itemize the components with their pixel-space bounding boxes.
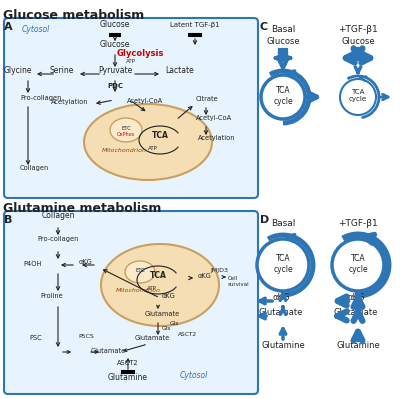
Text: Glutamine: Glutamine (261, 341, 305, 350)
Text: ATP: ATP (147, 286, 157, 291)
Text: αKG: αKG (198, 273, 212, 279)
Text: ETC: ETC (121, 126, 131, 130)
Text: PDC: PDC (107, 83, 123, 89)
Text: D: D (260, 215, 269, 225)
Text: Glutamine: Glutamine (336, 341, 380, 350)
Text: Acetylation: Acetylation (198, 135, 236, 141)
Text: Glucose: Glucose (100, 20, 130, 29)
Text: Glucose metabolism: Glucose metabolism (3, 9, 144, 22)
FancyBboxPatch shape (4, 18, 258, 198)
Text: +TGF-β1: +TGF-β1 (338, 25, 378, 34)
Circle shape (340, 79, 376, 115)
Ellipse shape (110, 118, 142, 142)
Text: Glycolysis: Glycolysis (116, 49, 164, 58)
FancyBboxPatch shape (4, 211, 258, 394)
Text: Basal: Basal (271, 219, 295, 228)
Text: Glutamate: Glutamate (144, 311, 180, 317)
Text: Glycine: Glycine (4, 66, 32, 75)
Text: TCA
cycle: TCA cycle (273, 254, 293, 274)
Text: P4OH: P4OH (24, 261, 42, 267)
Text: Glutamine: Glutamine (108, 373, 148, 382)
Text: αKG: αKG (347, 293, 365, 302)
Text: Glutamine metabolism: Glutamine metabolism (3, 202, 161, 215)
Text: Cytosol: Cytosol (22, 25, 50, 34)
Text: ETC: ETC (135, 267, 145, 273)
Text: JMJD3: JMJD3 (210, 268, 228, 273)
Text: Acetylation: Acetylation (50, 99, 88, 105)
Text: αKG: αKG (79, 259, 93, 265)
Text: Cell
survival: Cell survival (228, 276, 250, 287)
Text: Pro-collagen: Pro-collagen (37, 236, 79, 242)
Text: αKG: αKG (272, 293, 290, 302)
Circle shape (257, 239, 309, 291)
Text: Mitochondrion: Mitochondrion (116, 288, 161, 293)
Text: Glucose: Glucose (341, 37, 375, 46)
Text: Proline: Proline (40, 293, 63, 299)
Text: Mitochondrion: Mitochondrion (102, 148, 147, 153)
Text: Glutamate: Glutamate (259, 308, 303, 317)
Text: A: A (4, 22, 13, 32)
Text: ATP: ATP (148, 146, 158, 151)
Text: Glutamate: Glutamate (90, 348, 126, 354)
Text: Lactate: Lactate (165, 66, 194, 75)
Text: TCA: TCA (150, 271, 166, 280)
Text: Gls: Gls (162, 326, 171, 331)
Ellipse shape (101, 244, 219, 326)
Text: ASCT2: ASCT2 (178, 332, 197, 337)
Text: P5CS: P5CS (78, 334, 94, 339)
Text: OxPhos: OxPhos (117, 132, 135, 138)
Text: Pyruvate: Pyruvate (98, 66, 132, 75)
Text: ATP: ATP (126, 59, 136, 64)
Text: TCA
cycle: TCA cycle (273, 86, 293, 106)
Text: PSC: PSC (29, 335, 42, 341)
Text: +TGF-β1: +TGF-β1 (338, 219, 378, 228)
Text: C: C (260, 22, 268, 32)
Text: Glucose: Glucose (100, 40, 130, 49)
Text: Citrate: Citrate (196, 96, 219, 102)
Text: Collagen: Collagen (41, 211, 75, 220)
Circle shape (332, 239, 384, 291)
Text: Acetyl-CoA: Acetyl-CoA (127, 98, 163, 104)
Text: Latent TGF-β1: Latent TGF-β1 (170, 22, 220, 28)
Text: Gls: Gls (170, 321, 179, 326)
Text: Serine: Serine (50, 66, 74, 75)
Circle shape (261, 75, 305, 119)
Text: ASCT2: ASCT2 (117, 360, 139, 366)
Text: B: B (4, 215, 12, 225)
Ellipse shape (125, 261, 155, 283)
Text: Glutamate: Glutamate (334, 308, 378, 317)
Text: αKG: αKG (161, 293, 175, 299)
Text: Pro-collagen: Pro-collagen (20, 95, 61, 101)
Text: Acetyl-CoA: Acetyl-CoA (196, 115, 232, 121)
Text: Collagen: Collagen (20, 165, 49, 171)
Text: Basal: Basal (271, 25, 295, 34)
Ellipse shape (84, 104, 212, 180)
Text: TCA
cycle: TCA cycle (349, 89, 367, 103)
Text: Glutamate: Glutamate (134, 335, 170, 341)
Text: TCA: TCA (152, 131, 168, 140)
Text: Glucose: Glucose (266, 37, 300, 46)
Text: Cytosol: Cytosol (180, 371, 208, 380)
Text: TCA
cycle: TCA cycle (348, 254, 368, 274)
